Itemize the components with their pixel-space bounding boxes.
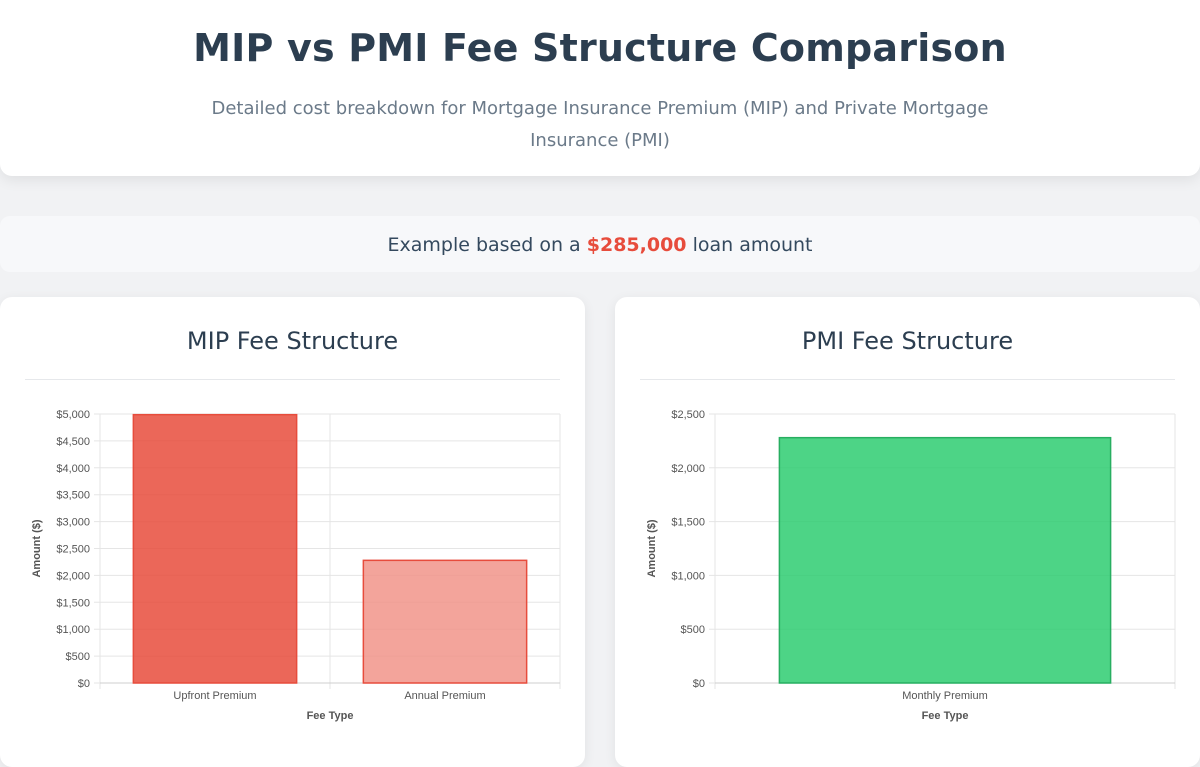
x-axis-title: Fee Type xyxy=(307,710,354,722)
y-tick-label: $0 xyxy=(693,678,705,690)
pmi-card-divider xyxy=(640,379,1175,380)
y-tick-label: $5,000 xyxy=(56,409,90,421)
x-tick-label: Annual Premium xyxy=(404,690,485,702)
note-suffix: loan amount xyxy=(692,234,813,256)
y-tick-label: $1,500 xyxy=(56,597,90,609)
pmi-bar-chart: $0 $500 $1,000 $1,500 $2,000 $2,500 Monthly Pr… xyxy=(646,409,1176,722)
mip-chart-title: MIP Fee Structure xyxy=(186,327,399,355)
y-tick-label: $2,500 xyxy=(56,544,90,556)
x-tick-label: Monthly Premium xyxy=(902,690,988,702)
bar-monthly-premium xyxy=(778,436,1112,684)
bar-upfront-premium xyxy=(132,413,298,684)
x-axis-title: Fee Type xyxy=(922,710,969,722)
mip-chart-card: MIP Fee Structure $0 $500 $1,000 $1,500 $2,0… xyxy=(0,297,585,767)
note-prefix: Example based on a xyxy=(387,234,581,256)
y-axis-title: Amount ($) xyxy=(31,519,43,577)
y-axis-title: Amount ($) xyxy=(646,519,658,577)
y-tick-label: $4,500 xyxy=(56,436,90,448)
y-tick-label: $1,000 xyxy=(56,624,90,636)
mip-card-divider xyxy=(25,379,560,380)
y-tick-label: $2,000 xyxy=(671,463,705,475)
y-tick-label: $500 xyxy=(681,624,705,636)
y-tick-label: $2,000 xyxy=(56,570,90,582)
y-tick-label: $3,000 xyxy=(56,517,90,529)
page-header: MIP vs PMI Fee Structure Comparison Deta… xyxy=(0,0,1200,176)
page-title: MIP vs PMI Fee Structure Comparison xyxy=(193,26,1007,70)
loan-amount-value: $285,000 xyxy=(586,234,687,256)
y-tick-label: $1,000 xyxy=(671,570,705,582)
loan-amount-note: Example based on a $285,000 loan amount xyxy=(0,216,1200,272)
mip-bar-chart: $0 $500 $1,000 $1,500 $2,000 $2,500 $3,000 $3,5… xyxy=(31,409,561,722)
x-tick-label: Upfront Premium xyxy=(173,690,256,702)
y-tick-label: $0 xyxy=(78,678,90,690)
page-subtitle: Detailed cost breakdown for Mortgage Ins… xyxy=(211,98,989,151)
pmi-chart-title: PMI Fee Structure xyxy=(801,327,1014,355)
y-tick-label: $3,500 xyxy=(56,490,90,502)
y-tick-label: $4,000 xyxy=(56,463,90,475)
bar-annual-premium xyxy=(362,559,528,684)
y-tick-label: $2,500 xyxy=(671,409,705,421)
pmi-chart-card: PMI Fee Structure $0 $500 $1,000 $1,500 $2,0… xyxy=(615,297,1200,767)
y-tick-label: $500 xyxy=(66,651,90,663)
y-tick-label: $1,500 xyxy=(671,517,705,529)
